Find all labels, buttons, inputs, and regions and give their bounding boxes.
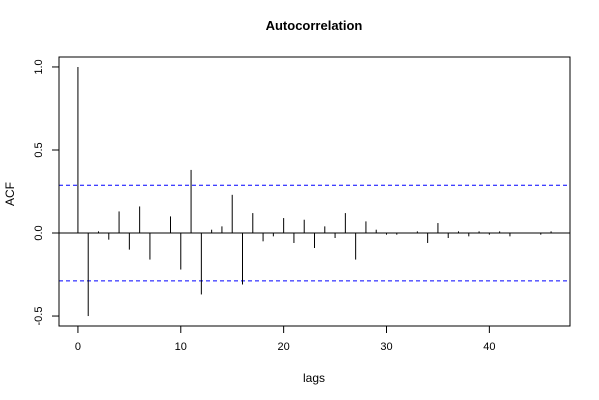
y-tick-label: 0.5 — [33, 142, 45, 157]
x-tick-label: 40 — [483, 341, 495, 353]
y-tick-label: 0.0 — [33, 225, 45, 240]
y-axis: -0.5 0.0 0.5 1.0 — [33, 59, 60, 326]
x-axis-label: lags — [303, 371, 325, 385]
acf-bars — [77, 66, 552, 317]
plot-frame — [58, 56, 571, 327]
x-tick-label: 0 — [75, 341, 81, 353]
x-axis: 0 10 20 30 40 — [75, 325, 495, 353]
x-tick-label: 20 — [278, 341, 290, 353]
y-tick-label: 1.0 — [33, 59, 45, 74]
x-tick-label: 10 — [175, 341, 187, 353]
y-axis-label: ACF — [3, 182, 17, 206]
chart-title: Autocorrelation — [266, 18, 363, 33]
y-tick-label: -0.5 — [33, 307, 45, 326]
confidence-bounds — [59, 184, 570, 282]
x-tick-label: 30 — [380, 341, 392, 353]
